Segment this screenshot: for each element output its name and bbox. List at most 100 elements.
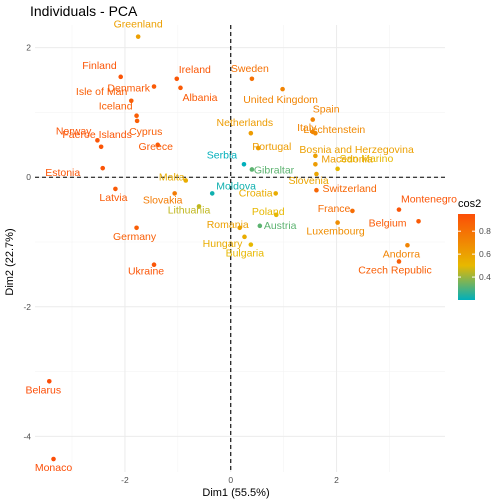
data-point — [257, 223, 263, 229]
data-point — [51, 456, 56, 462]
x-tick-label: 2 — [334, 475, 339, 485]
point-label: Luxembourg — [306, 226, 365, 238]
legend-tick-label: 0.8 — [479, 226, 491, 236]
data-point — [151, 262, 157, 267]
data-point — [313, 161, 318, 167]
plot-panel — [35, 25, 445, 472]
point-label: Czech Republic — [358, 264, 432, 276]
point-label: Belarus — [25, 384, 61, 396]
point-label: Croatia — [239, 187, 273, 199]
data-point — [273, 212, 279, 218]
point-label: Slovenia — [288, 175, 328, 187]
data-point — [46, 379, 52, 384]
x-axis-title: Dim1 (55.5%) — [202, 487, 269, 499]
data-point — [113, 186, 118, 192]
point-label: Netherlands — [217, 117, 274, 129]
point-label: Slovakia — [143, 194, 183, 206]
data-point — [314, 171, 319, 177]
data-point — [134, 113, 139, 118]
point-label: Ukraine — [128, 266, 164, 278]
data-point — [313, 153, 318, 159]
data-point — [273, 191, 279, 196]
point-label: Greenland — [114, 19, 163, 31]
data-point — [100, 165, 106, 171]
point-labels: Greenland Finland Denmark Ireland Sweden Isle… — [25, 19, 457, 474]
point-label: Greece — [139, 141, 174, 153]
point-label: Serbia — [207, 149, 238, 161]
legend: cos2 0.4 0.6 0.8 — [458, 198, 491, 300]
point-label: United Kingdom — [243, 94, 318, 106]
point-label: Lithuania — [168, 204, 211, 216]
data-point — [174, 76, 180, 82]
data-point — [335, 166, 340, 172]
point-label: Monaco — [35, 462, 73, 474]
data-point — [249, 76, 255, 82]
data-point — [405, 242, 410, 248]
y-tick-label: 2 — [26, 43, 31, 53]
point-label: Sweden — [231, 63, 269, 75]
x-tick-label: 0 — [228, 475, 233, 485]
point-label: Norway — [56, 125, 92, 137]
point-label: Bosnia and Herzegovina — [299, 144, 414, 156]
point-label: Switzerland — [322, 183, 376, 195]
data-point — [98, 144, 104, 150]
point-label: Montenegro — [401, 194, 457, 206]
point-label: Isle of Man — [76, 86, 128, 98]
point-label: Austria — [264, 220, 297, 232]
point-label: Romania — [207, 219, 249, 231]
data-point — [95, 138, 100, 143]
data-point — [280, 86, 285, 92]
data-point — [118, 74, 124, 80]
point-label: Ireland — [179, 64, 211, 76]
y-axis-title: Dim2 (22.7%) — [4, 228, 16, 295]
point-label: Andorra — [383, 248, 421, 260]
data-point — [135, 34, 141, 39]
point-label: Poland — [252, 206, 285, 218]
data-point — [172, 191, 177, 196]
legend-colorbar — [458, 214, 475, 300]
data-point — [178, 85, 183, 91]
y-tick-label: -4 — [23, 431, 31, 441]
point-label: Bulgaria — [226, 248, 265, 260]
legend-tick-label: 0.4 — [479, 272, 491, 282]
point-label: Portugal — [252, 141, 291, 153]
data-point — [350, 208, 355, 214]
legend-title: cos2 — [458, 198, 481, 210]
point-label: Moldova — [216, 180, 256, 192]
data-point — [335, 220, 340, 225]
data-point — [248, 242, 254, 247]
point-label: Malta — [159, 171, 185, 183]
y-tick-label: 0 — [26, 172, 31, 182]
data-point — [255, 145, 261, 151]
y-tick-labels: -4 -2 0 2 — [23, 43, 31, 442]
point-label: Spain — [313, 104, 340, 116]
point-label: Albania — [182, 92, 217, 104]
data-point — [183, 178, 189, 183]
data-point — [242, 234, 247, 240]
data-point — [241, 161, 247, 167]
grid — [35, 25, 445, 472]
x-tick-label: -2 — [121, 475, 129, 485]
data-point — [248, 130, 254, 136]
legend-ticks: 0.4 0.6 0.8 — [458, 226, 491, 282]
data-point — [416, 218, 421, 224]
point-label: Cyprus — [129, 126, 162, 138]
data-point — [237, 225, 243, 231]
point-label: Estonia — [45, 167, 80, 179]
point-label: Gibraltar — [254, 164, 295, 176]
point-label: France — [318, 203, 351, 215]
data-point — [128, 98, 134, 104]
point-label: Italy — [297, 122, 317, 134]
chart-title: Individuals - PCA — [30, 3, 138, 19]
data-point — [209, 191, 215, 196]
reference-lines — [35, 25, 445, 472]
point-label: San Marino — [340, 153, 394, 165]
data-point — [134, 225, 139, 231]
data-points — [46, 34, 421, 462]
point-label: Macedonia — [321, 153, 373, 165]
x-tick-labels: -2 0 2 — [121, 475, 339, 485]
point-label: Germany — [113, 231, 157, 243]
data-point — [249, 167, 255, 172]
point-label: Faeroe Islands — [62, 129, 131, 141]
y-tick-label: -2 — [23, 302, 31, 312]
